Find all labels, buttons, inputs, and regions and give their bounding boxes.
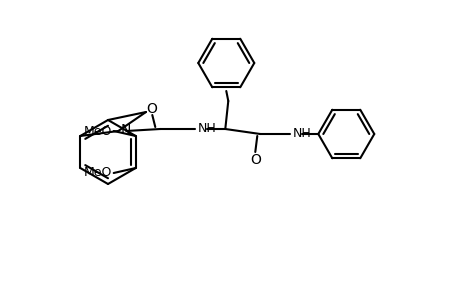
Text: O: O <box>249 153 260 167</box>
Text: O: O <box>146 102 157 116</box>
Text: NH: NH <box>291 127 310 140</box>
Text: NH: NH <box>197 122 216 134</box>
Text: MeO: MeO <box>83 167 112 179</box>
Text: MeO: MeO <box>83 124 112 137</box>
Text: N: N <box>120 123 130 137</box>
